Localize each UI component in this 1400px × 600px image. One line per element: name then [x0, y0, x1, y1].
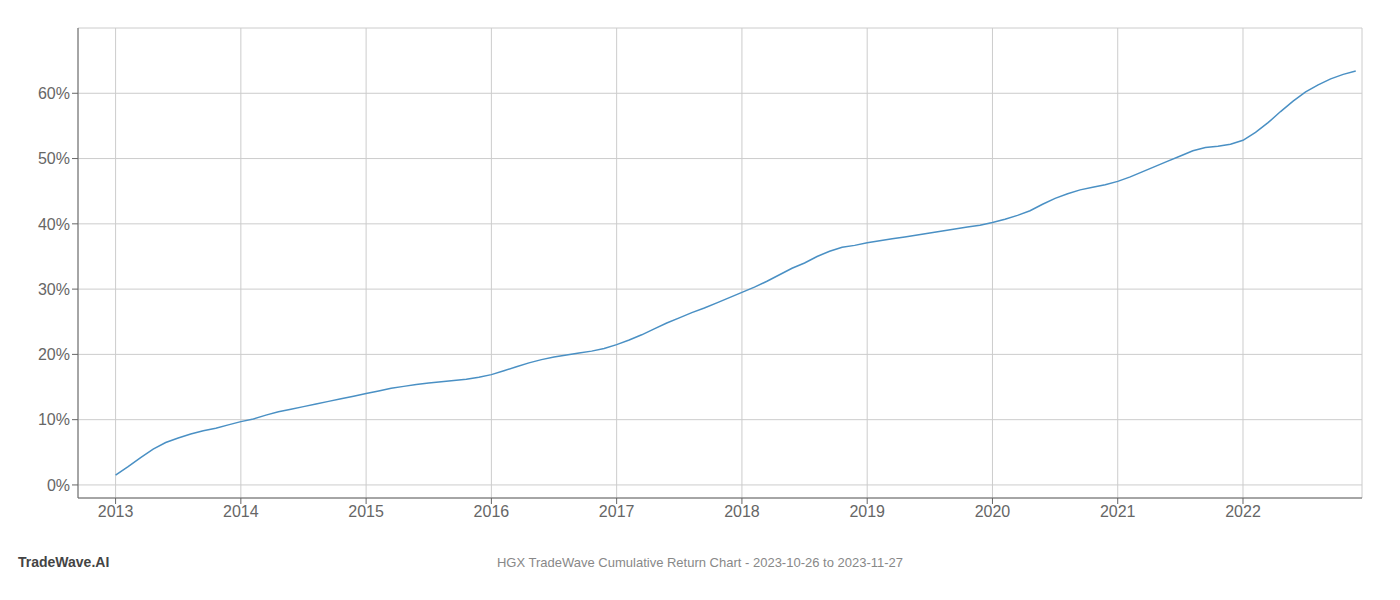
svg-text:2013: 2013 [98, 503, 134, 520]
svg-text:2022: 2022 [1225, 503, 1261, 520]
svg-text:20%: 20% [38, 346, 70, 363]
svg-text:2014: 2014 [223, 503, 259, 520]
svg-text:2018: 2018 [724, 503, 760, 520]
svg-text:2016: 2016 [474, 503, 510, 520]
html-text:HGX TradeWave Cumulative Retur: HGX TradeWave Cumulative Return Chart - … [497, 554, 903, 570]
svg-text:30%: 30% [38, 281, 70, 298]
svg-text:2015: 2015 [348, 503, 384, 520]
svg-text:2020: 2020 [975, 503, 1011, 520]
svg-text:2017: 2017 [599, 503, 635, 520]
svg-text:2021: 2021 [1100, 503, 1136, 520]
svg-text:0%: 0% [47, 477, 70, 494]
svg-text:60%: 60% [38, 85, 70, 102]
svg-text:2019: 2019 [849, 503, 885, 520]
html-text:TradeWave.AI: TradeWave.AI [18, 554, 110, 570]
svg-text:50%: 50% [38, 150, 70, 167]
svg-text:40%: 40% [38, 216, 70, 233]
svg-text:10%: 10% [38, 411, 70, 428]
